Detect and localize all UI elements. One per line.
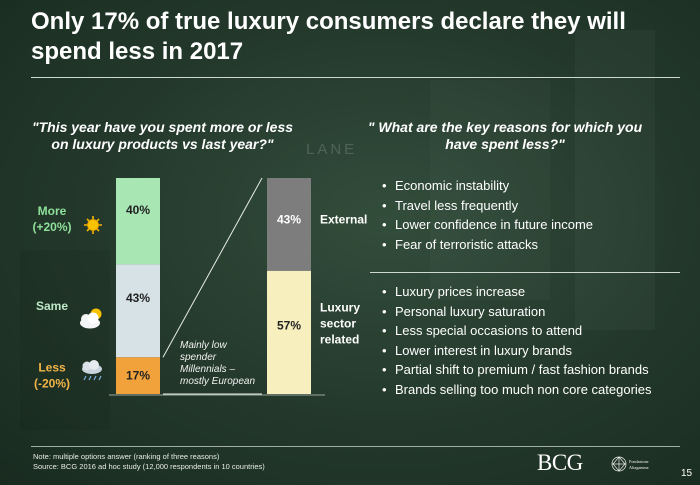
millennials-note-line4: mostly European (180, 376, 255, 387)
segment-label-luxury-line1: Luxury (320, 300, 360, 314)
altagamma-line2: Altagamma (629, 465, 649, 470)
sun-icon (84, 216, 102, 234)
bar-value-same: 43% (126, 291, 150, 305)
footnote-source: Source: BCG 2016 ad hoc study (12,000 re… (33, 462, 265, 471)
reasons-divider (370, 272, 680, 273)
altagamma-emblem-icon (611, 456, 627, 472)
right-question: " What are the key reasons for which you… (367, 119, 643, 152)
bar-segment-same (116, 264, 160, 358)
list-item: Fear of terroristic attacks (382, 235, 682, 255)
rain-cloud-icon (82, 360, 102, 381)
page-title: Only 17% of true luxury consumers declar… (31, 8, 626, 65)
external-reasons-list: Economic instability Travel less frequen… (382, 176, 682, 254)
title-divider (31, 77, 680, 78)
list-item: Less special occasions to attend (382, 321, 682, 341)
category-sublabel-less: (-20%) (34, 377, 70, 391)
list-item: Brands selling too much non core categor… (382, 380, 682, 400)
bar-segment-more (116, 178, 160, 265)
cloud-sun-icon (80, 308, 102, 329)
millennials-note-line2: spender (180, 352, 217, 363)
altagamma-logo: Fondazione Altagamma (611, 456, 649, 472)
bar-segment-luxury-sector (267, 270, 311, 394)
bar-value-less: 17% (126, 369, 150, 383)
bcg-logo: BCG (537, 450, 583, 475)
footnote: Note: multiple options answer (ranking o… (33, 452, 265, 472)
bar-segment-less (116, 357, 160, 394)
connector-line-top (162, 177, 263, 358)
segment-label-luxury-line3: related (320, 332, 359, 346)
luxury-reasons-list: Luxury prices increase Personal luxury s… (382, 282, 682, 399)
footer-divider (31, 446, 680, 447)
altagamma-line1: Fondazione (629, 459, 649, 464)
page-number: 15 (681, 468, 693, 479)
footnote-note: Note: multiple options answer (ranking o… (33, 452, 220, 461)
list-item: Personal luxury saturation (382, 302, 682, 322)
segment-label-external: External (320, 212, 367, 226)
bar-value-external: 43% (277, 212, 301, 226)
category-label-same: Same (36, 299, 68, 313)
list-item: Economic instability (382, 176, 682, 196)
segment-label-luxury-line2: sector (320, 316, 356, 330)
category-label-less: Less (38, 361, 66, 375)
list-item: Luxury prices increase (382, 282, 682, 302)
list-item: Lower confidence in future income (382, 215, 682, 235)
millennials-note-line1: Mainly low (180, 340, 227, 351)
list-item: Lower interest in luxury brands (382, 341, 682, 361)
category-sublabel-more: (+20%) (32, 220, 71, 234)
list-item: Travel less frequently (382, 196, 682, 216)
bar-segment-external (267, 178, 311, 271)
millennials-note-line3: Millennials – (180, 364, 235, 375)
left-question: "This year have you spent more or less o… (31, 119, 294, 152)
bar-value-more: 40% (126, 203, 150, 217)
list-item: Partial shift to premium / fast fashion … (382, 360, 682, 380)
category-label-more: More (38, 204, 67, 218)
bar-value-luxury-sector: 57% (277, 318, 301, 332)
